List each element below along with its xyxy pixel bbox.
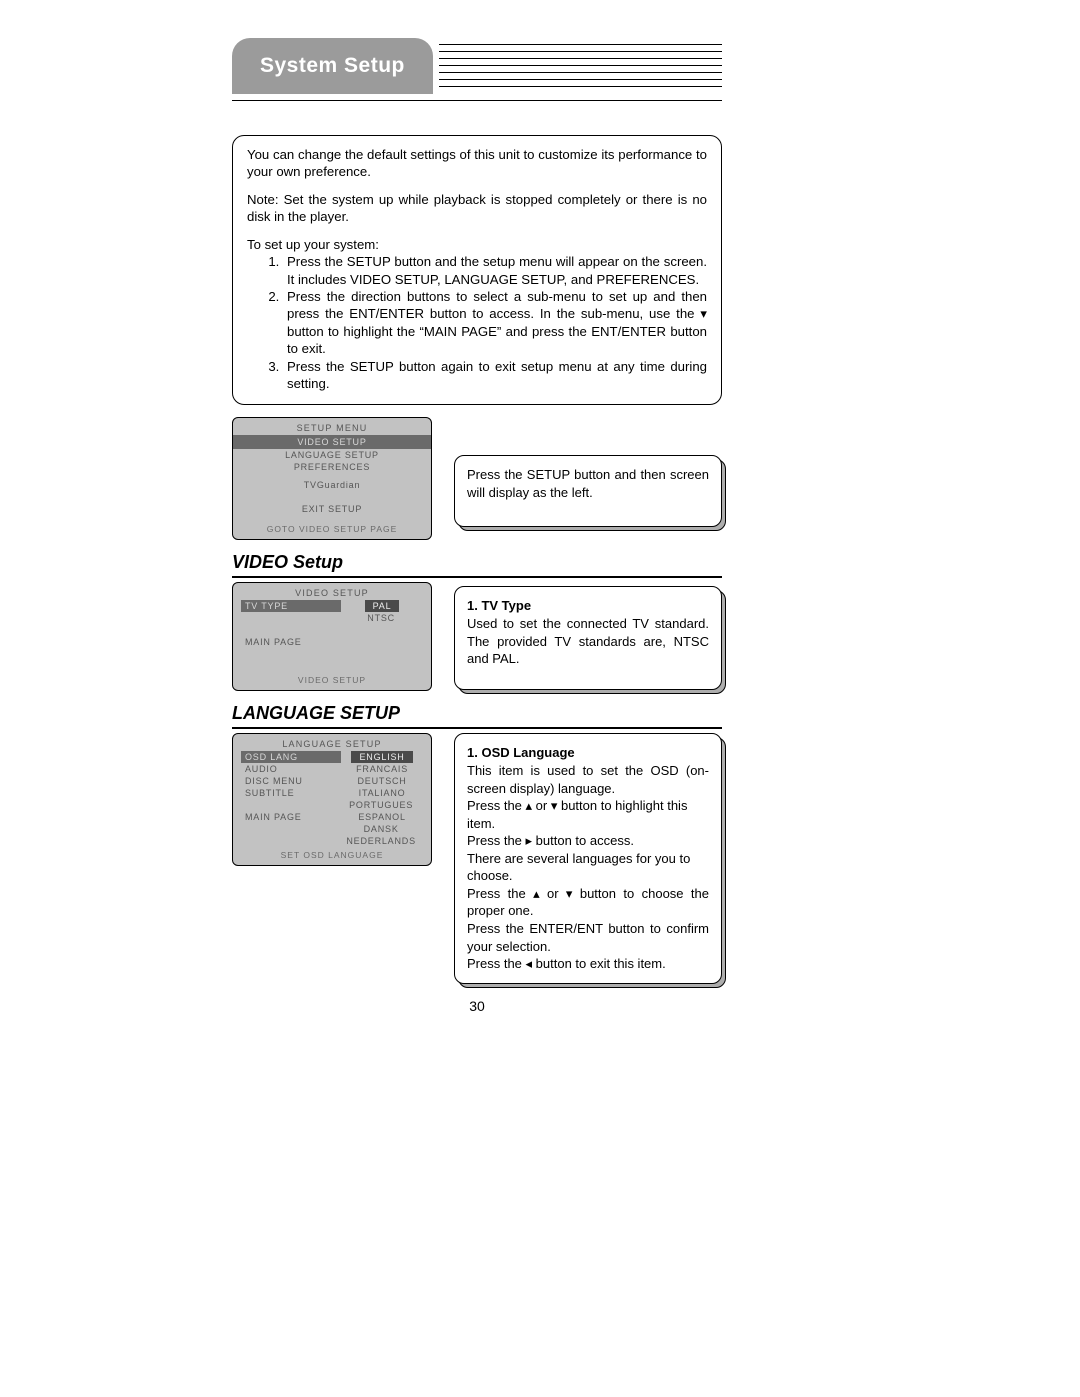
title-tab: System Setup	[232, 38, 433, 94]
step-2: Press the direction buttons to select a …	[283, 288, 707, 358]
intro-p2: Note: Set the system up while playback i…	[247, 191, 707, 226]
intro-lead: To set up your system:	[247, 236, 707, 253]
intro-box: You can change the default settings of t…	[232, 135, 722, 405]
intro-p1: You can change the default settings of t…	[247, 146, 707, 181]
step-1: Press the SETUP button and the setup men…	[283, 253, 707, 288]
desc-box-1-wrap: Press the SETUP button and then screen w…	[454, 455, 722, 527]
desc-box-1: Press the SETUP button and then screen w…	[454, 455, 722, 527]
video-section-title: VIDEO Setup	[232, 550, 722, 578]
header-decor-lines	[439, 38, 722, 94]
step-3: Press the SETUP button again to exit set…	[283, 358, 707, 393]
setup-menu-screenshot: SETUP MENU VIDEO SETUP LANGUAGE SETUP PR…	[232, 417, 432, 540]
desc-box-3-wrap: 1. OSD Language This item is used to set…	[454, 733, 722, 983]
page-header: System Setup	[232, 38, 722, 94]
video-menu-screenshot: VIDEO SETUP TV TYPE PAL NTSC MAIN PAGE V…	[232, 582, 432, 691]
header-rule	[232, 100, 722, 101]
intro-steps: Press the SETUP button and the setup men…	[247, 253, 707, 392]
language-menu-screenshot: LANGUAGE SETUP OSD LANG ENGLISH AUDIOFRA…	[232, 733, 432, 866]
language-section-title: LANGUAGE SETUP	[232, 701, 722, 729]
desc-box-2: 1. TV Type Used to set the connected TV …	[454, 586, 722, 690]
page-number: 30	[232, 998, 722, 1014]
desc-box-3: 1. OSD Language This item is used to set…	[454, 733, 722, 983]
desc-box-2-wrap: 1. TV Type Used to set the connected TV …	[454, 586, 722, 690]
